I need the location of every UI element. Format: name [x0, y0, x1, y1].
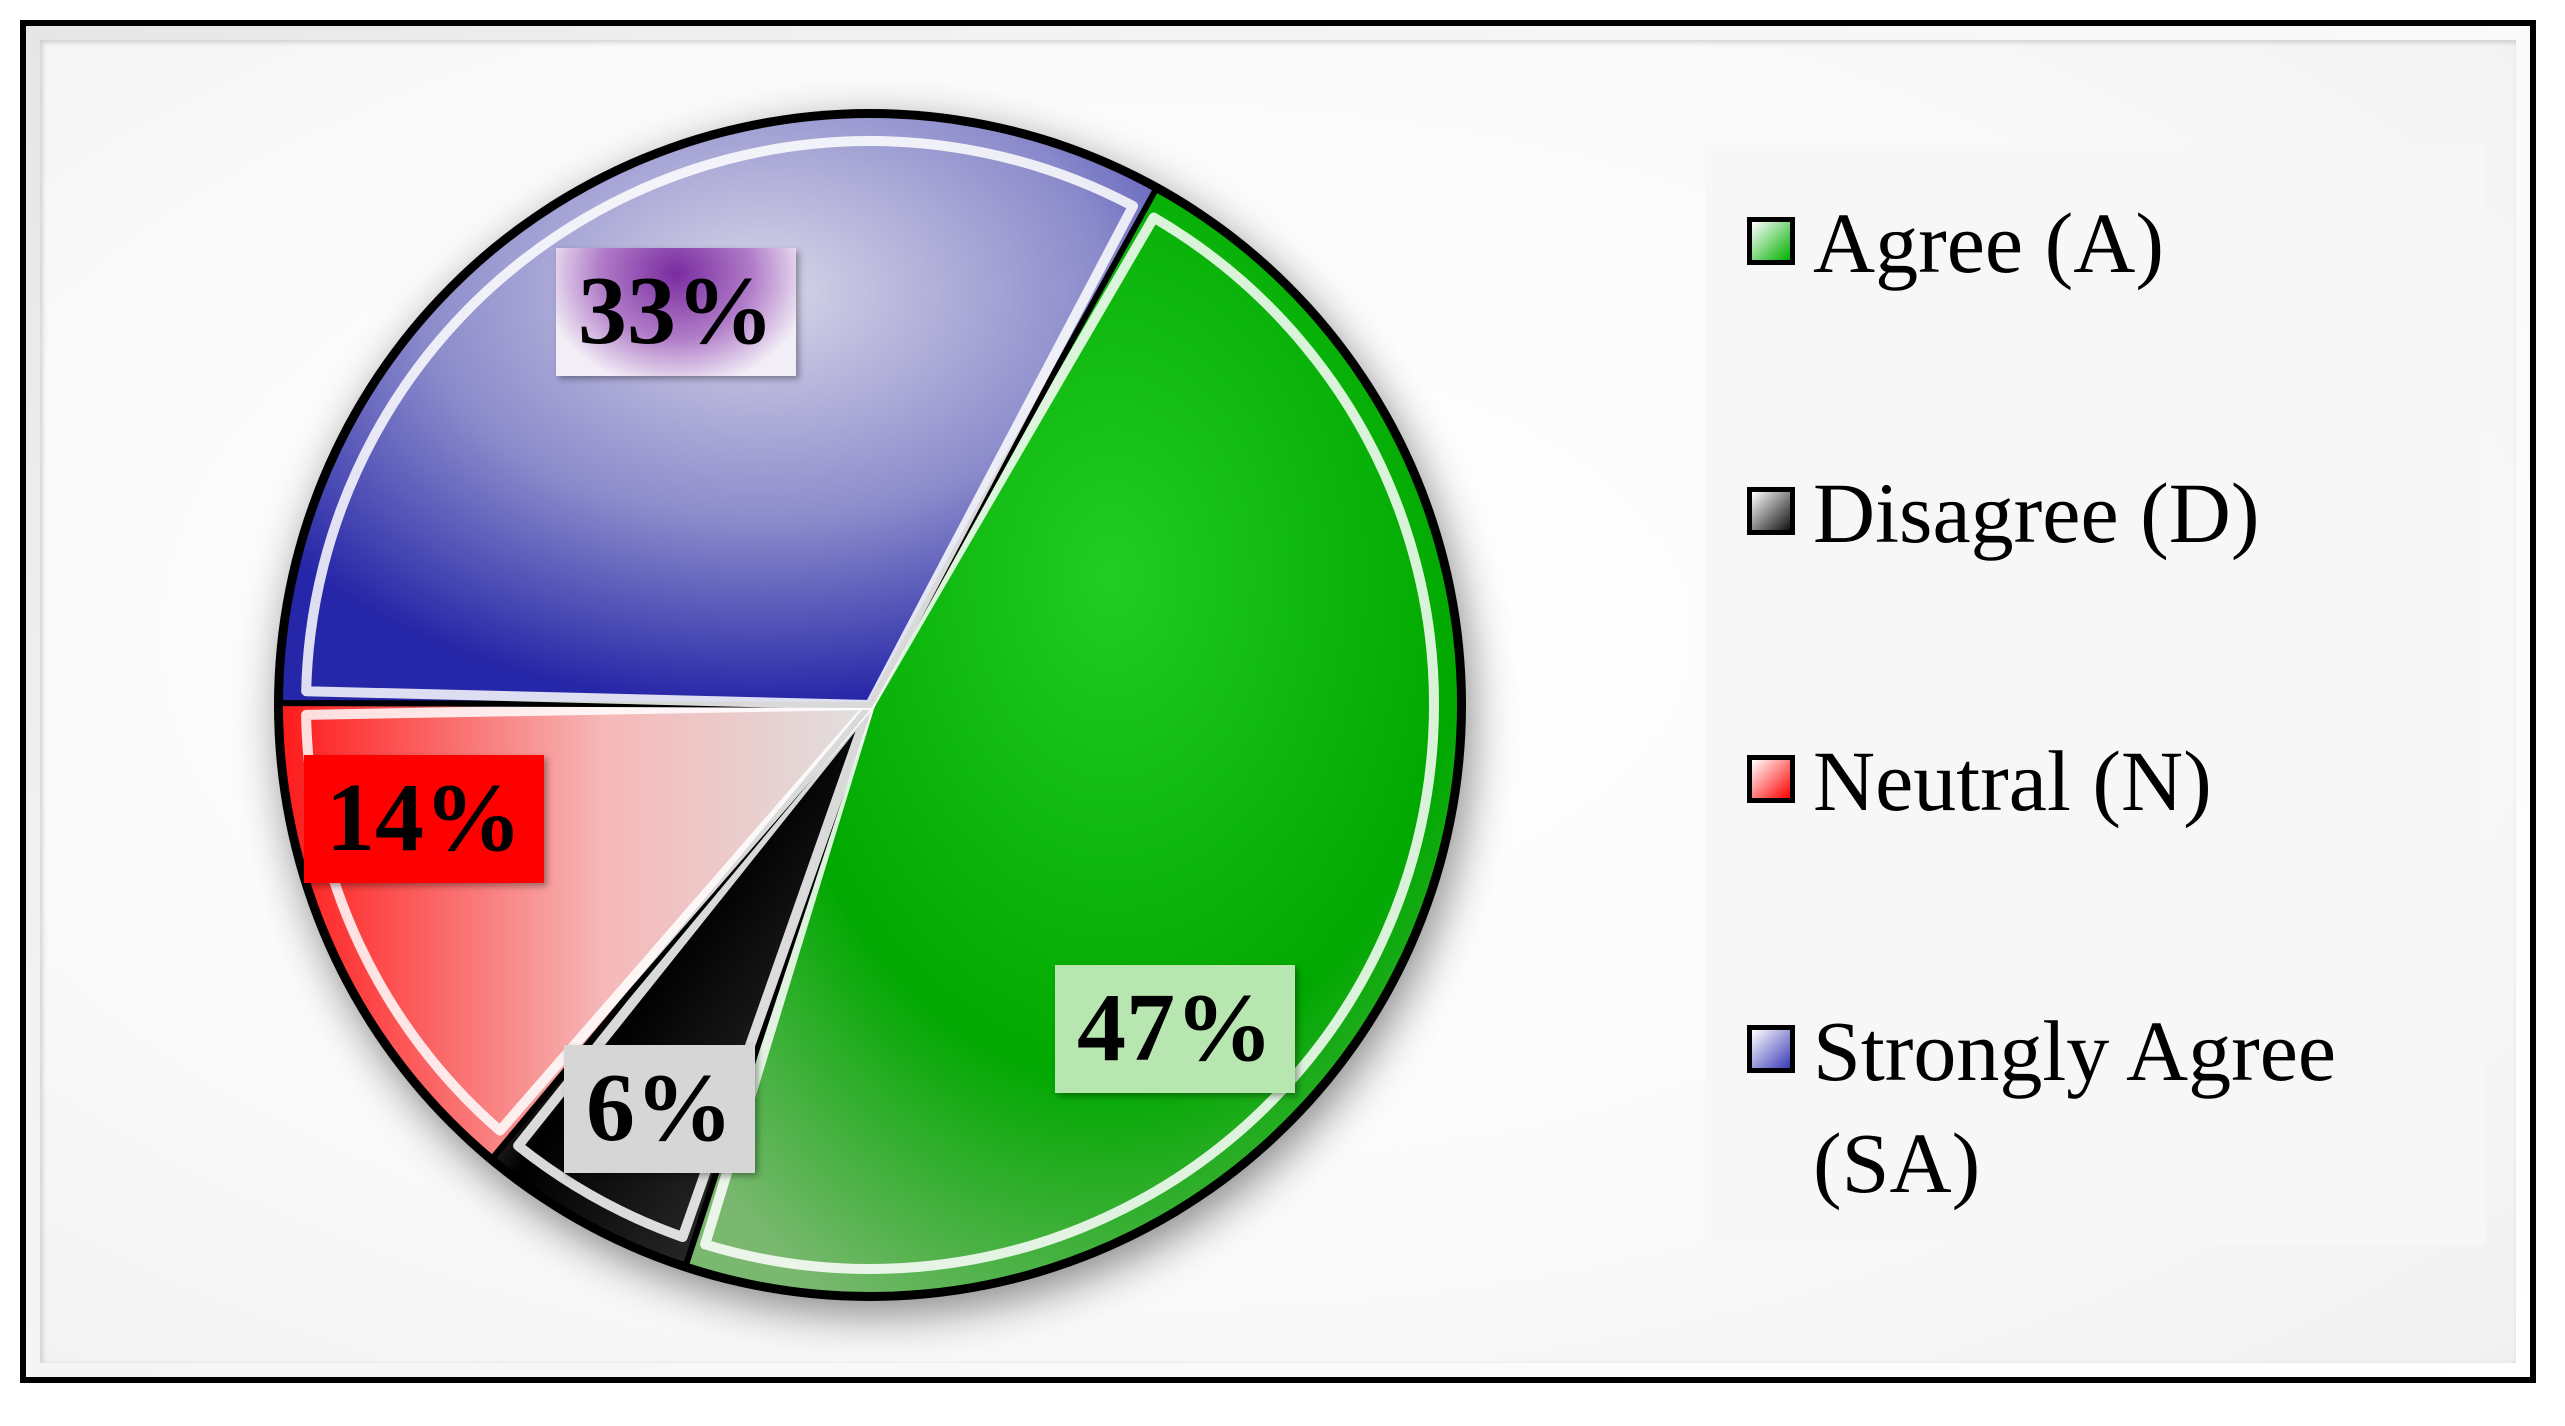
data-label-agree: 47%: [1055, 965, 1295, 1093]
legend: Agree (A) Disagree (D) Neutral (N) Stron…: [1705, 145, 2485, 1245]
pie-slices: [277, 112, 1463, 1298]
slice-disagree-bevel: [513, 700, 875, 1242]
legend-swatch-strongly-agree: [1747, 1025, 1795, 1073]
slice-strongly-agree-bevel: [301, 136, 1139, 710]
data-label-neutral: 14%: [304, 755, 544, 883]
legend-label-neutral: Neutral (N): [1813, 733, 2212, 829]
legend-item-disagree: Disagree (D): [1747, 457, 2453, 569]
legend-item-neutral: Neutral (N): [1747, 725, 2453, 837]
slice-agree-bevel: [700, 212, 1439, 1274]
legend-label-agree: Agree (A): [1813, 195, 2164, 291]
legend-item-agree: Agree (A): [1747, 187, 2453, 299]
data-label-disagree: 6%: [564, 1045, 755, 1173]
slice-strongly-agree: [277, 112, 1160, 708]
legend-swatch-neutral: [1747, 755, 1795, 803]
legend-label-disagree: Disagree (D): [1813, 465, 2260, 561]
legend-item-strongly-agree: Strongly Agree (SA): [1747, 995, 2453, 1219]
legend-swatch-disagree: [1747, 487, 1795, 535]
legend-label-strongly-agree: Strongly Agree (SA): [1813, 1003, 2337, 1211]
data-label-strongly-agree: 33%: [556, 248, 796, 376]
legend-swatch-agree: [1747, 217, 1795, 265]
